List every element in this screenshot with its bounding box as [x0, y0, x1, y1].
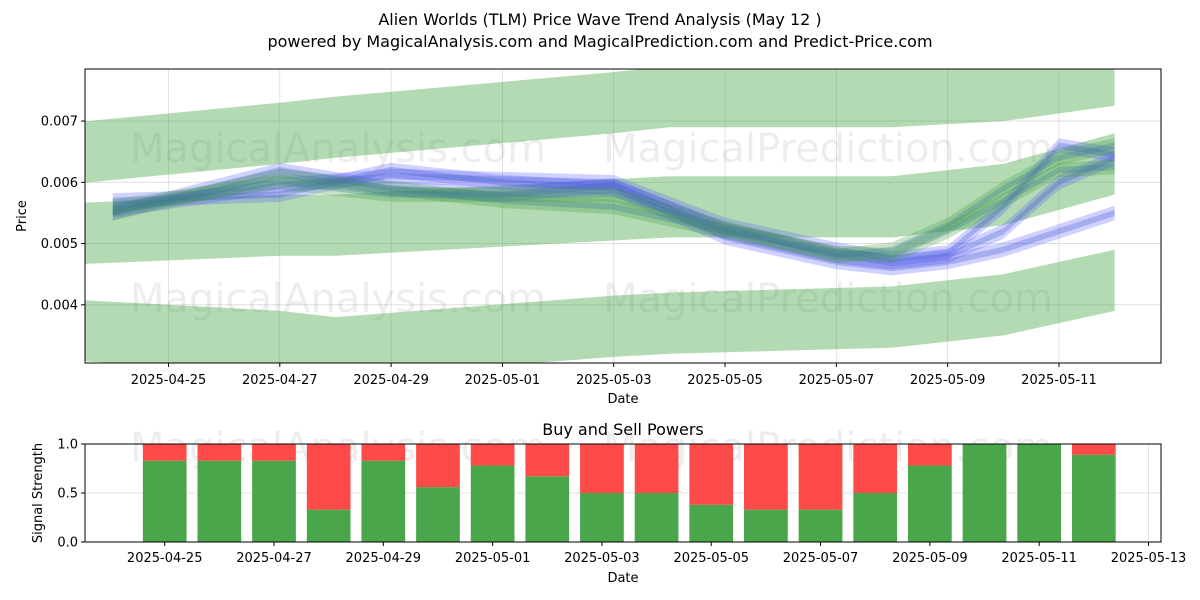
- signal-x-tick-label: 2025-05-11: [1001, 551, 1077, 566]
- price-x-tick-label: 2025-05-01: [465, 373, 541, 388]
- signal-bars: [142, 444, 1116, 542]
- price-x-axis-label: Date: [607, 392, 638, 407]
- watermark-text: MagicalPrediction.com: [603, 126, 1053, 172]
- signal-title: Buy and Sell Powers: [542, 420, 704, 439]
- signal-x-tick-label: 2025-04-25: [127, 551, 203, 566]
- blue-wave-2-core: [112, 167, 1115, 272]
- price-plot-background: [85, 69, 1161, 363]
- signal-x-tick-label: 2025-05-13: [1111, 551, 1187, 566]
- signal-y-ticks: 0.0 0.5 1.0: [57, 438, 85, 551]
- buy-bar: [470, 465, 515, 542]
- sell-bar: [744, 444, 788, 510]
- signal-x-tick-label: 2025-05-09: [892, 551, 968, 566]
- price-x-tick-label: 2025-05-11: [1021, 373, 1097, 388]
- sell-bar: [306, 444, 351, 510]
- signal-x-tick-label: 2025-05-05: [673, 551, 749, 566]
- signal-x-tick-label: 2025-04-29: [346, 551, 422, 566]
- sell-bar: [416, 444, 460, 488]
- buy-bar: [962, 444, 1007, 542]
- green-wave-1-band: [112, 159, 1115, 264]
- signal-x-tick-label: 2025-05-07: [783, 551, 859, 566]
- sell-bar: [1071, 444, 1116, 455]
- price-waves: [112, 138, 1115, 276]
- sell-bar: [907, 444, 952, 466]
- buy-bar: [798, 509, 843, 542]
- price-x-tick-label: 2025-04-25: [131, 373, 207, 388]
- price-y-ticks: 0.004 0.005 0.006 0.007: [41, 115, 85, 313]
- sell-bar: [580, 444, 624, 493]
- signal-x-ticks: 2025-04-25 2025-04-27 2025-04-29 2025-05-01…: [127, 542, 1186, 566]
- buy-bar: [525, 476, 570, 542]
- price-y-tick-label: 0.006: [41, 176, 78, 191]
- sell-bar: [142, 444, 187, 461]
- price-x-tick-label: 2025-05-09: [910, 373, 986, 388]
- upper-band: [85, 69, 1115, 183]
- watermark-text: MagicalAnalysis.com: [130, 126, 546, 172]
- middle-band: [85, 133, 1115, 264]
- price-x-tick-label: 2025-04-27: [242, 373, 318, 388]
- signal-x-axis-label: Date: [607, 571, 638, 586]
- price-y-tick-label: 0.004: [41, 298, 78, 313]
- watermark-text: MagicalPrediction.com: [603, 276, 1053, 322]
- sell-bar: [798, 444, 843, 510]
- blue-wave-3-band: [112, 150, 1115, 270]
- chart-subtitle: powered by MagicalAnalysis.com and Magic…: [267, 32, 932, 51]
- signal-x-tick-label: 2025-05-03: [564, 551, 640, 566]
- buy-bar: [306, 509, 351, 542]
- signal-y-tick-label: 1.0: [57, 438, 78, 453]
- signal-x-tick-label: 2025-04-27: [236, 551, 312, 566]
- price-grid: [85, 69, 1161, 363]
- price-x-tick-label: 2025-05-03: [576, 373, 652, 388]
- buy-bar: [744, 509, 788, 542]
- buy-bar: [580, 493, 624, 542]
- buy-bar: [142, 460, 187, 542]
- price-panel: MagicalAnalysis.com MagicalPrediction.com…: [15, 68, 1162, 407]
- sell-bar: [470, 444, 515, 466]
- sell-bar: [634, 444, 679, 493]
- price-y-axis-label: Price: [15, 200, 30, 232]
- buy-bar: [907, 465, 952, 542]
- buy-bar: [689, 504, 734, 542]
- buy-bar: [252, 460, 296, 542]
- signal-y-tick-label: 0.0: [57, 536, 78, 551]
- price-y-tick-label: 0.007: [41, 115, 78, 130]
- signal-y-tick-label: 0.5: [57, 487, 78, 502]
- buy-bar: [1071, 454, 1116, 542]
- price-x-tick-label: 2025-04-29: [353, 373, 429, 388]
- price-watermarks: MagicalAnalysis.com MagicalPrediction.com…: [130, 126, 1053, 322]
- price-x-tick-label: 2025-05-07: [799, 373, 875, 388]
- lower-band: [85, 249, 1115, 363]
- signal-panel: Buy and Sell Powers MagicalAnalysis.comM…: [31, 420, 1186, 586]
- watermark-text: MagicalAnalysis.com: [130, 276, 546, 322]
- sell-bar: [525, 444, 570, 477]
- sell-bar: [853, 444, 898, 493]
- buy-bar: [1017, 444, 1062, 542]
- price-y-tick-label: 0.005: [41, 237, 78, 252]
- chart-title: Alien Worlds (TLM) Price Wave Trend Anal…: [378, 10, 821, 29]
- price-x-tick-label: 2025-05-05: [687, 373, 763, 388]
- price-x-ticks: 2025-04-25 2025-04-27 2025-04-29 2025-05-01…: [131, 363, 1097, 388]
- blue-wave-2-band: [112, 162, 1115, 276]
- sell-bar: [197, 444, 242, 461]
- buy-bar: [361, 460, 406, 542]
- sell-bar: [252, 444, 296, 461]
- blue-wave-3-core: [112, 154, 1115, 265]
- buy-bar: [416, 487, 460, 542]
- price-bands: [85, 69, 1115, 363]
- buy-bar: [197, 460, 242, 542]
- buy-bar: [634, 493, 679, 542]
- buy-bar: [853, 493, 898, 542]
- green-wave-2-band: [112, 138, 1115, 264]
- price-plot-frame: [84, 68, 1162, 364]
- signal-y-axis-label: Signal Strength: [31, 443, 46, 543]
- sell-bar: [689, 444, 734, 505]
- sell-bar: [361, 444, 406, 461]
- signal-x-tick-label: 2025-05-01: [455, 551, 531, 566]
- green-wave-1-core: [112, 163, 1115, 259]
